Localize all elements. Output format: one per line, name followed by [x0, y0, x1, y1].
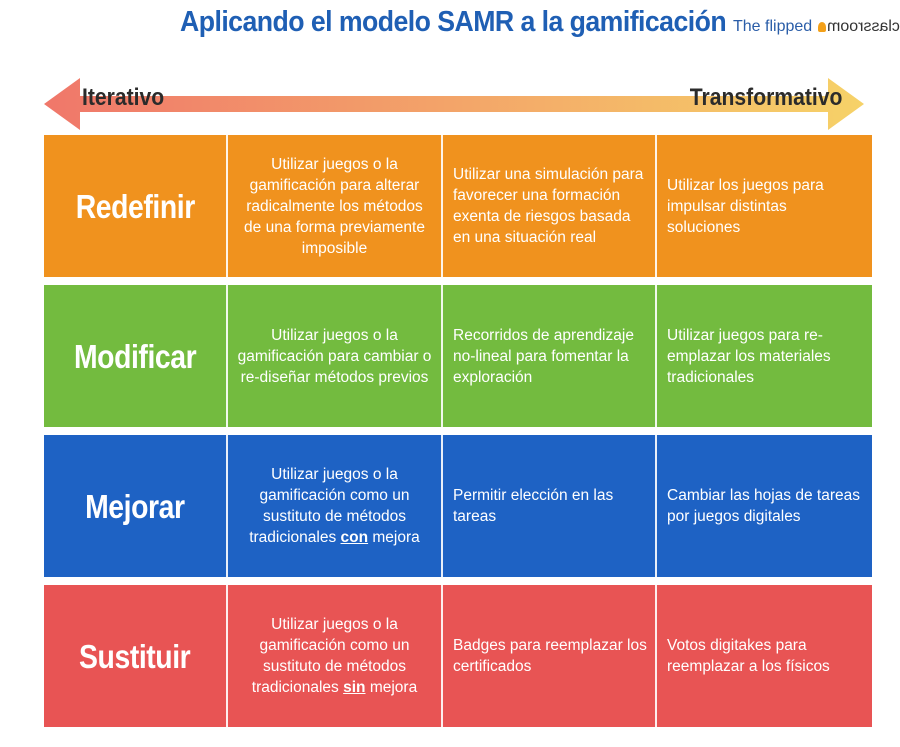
level-cell: Redefinir — [44, 135, 228, 277]
brand-logo: The flipped classroom — [733, 18, 900, 36]
example-cell: Permitir elección en las tareas — [443, 435, 657, 577]
level-label: Redefinir — [75, 187, 195, 225]
iterative-transformative-arrow — [44, 78, 864, 130]
page-title: Aplicando el modelo SAMR a la gamificaci… — [180, 6, 727, 38]
level-cell: Modificar — [44, 285, 228, 427]
description-cell: Utilizar juegos o la gamificación como u… — [228, 435, 443, 577]
samr-row-sustituir: Sustituir Utilizar juegos o la gamificac… — [44, 585, 872, 727]
example-cell: Recorridos de aprendizaje no-lineal para… — [443, 285, 657, 427]
example-cell: Cambiar las hojas de tareas por juegos d… — [657, 435, 872, 577]
level-label: Mejorar — [85, 487, 185, 525]
example-cell: Utilizar una simulación para favorecer u… — [443, 135, 657, 277]
example-cell: Votos digitakes para reemplazar a los fí… — [657, 585, 872, 727]
lightbulb-icon — [817, 22, 826, 32]
emphasis-sin: sin — [343, 679, 366, 696]
example-cell: Utilizar juegos para re-emplazar los mat… — [657, 285, 872, 427]
brand-text: The flipped — [733, 18, 813, 35]
samr-row-modificar: Modificar Utilizar juegos o la gamificac… — [44, 285, 872, 427]
description-cell: Utilizar juegos o la gamificación para a… — [228, 135, 443, 277]
samr-row-mejorar: Mejorar Utilizar juegos o la gamificació… — [44, 435, 872, 577]
emphasis-con: con — [340, 529, 369, 546]
samr-grid: Redefinir Utilizar juegos o la gamificac… — [44, 135, 872, 727]
example-cell: Utilizar los juegos para impulsar distin… — [657, 135, 872, 277]
description-cell: Utilizar juegos o la gamificación como u… — [228, 585, 443, 727]
level-cell: Sustituir — [44, 585, 228, 727]
level-label: Modificar — [73, 337, 197, 375]
example-cell: Badges para reemplazar los certificados — [443, 585, 657, 727]
description-cell: Utilizar juegos o la gamificación para c… — [228, 285, 443, 427]
brand-mirrored-text: classroom — [826, 18, 900, 35]
arrow-shape — [44, 78, 864, 130]
level-label: Sustituir — [79, 637, 191, 675]
arrow-label-left: Iterativo — [82, 84, 165, 111]
level-cell: Mejorar — [44, 435, 228, 577]
samr-row-redefinir: Redefinir Utilizar juegos o la gamificac… — [44, 135, 872, 277]
arrow-label-right: Transformativo — [689, 84, 842, 111]
